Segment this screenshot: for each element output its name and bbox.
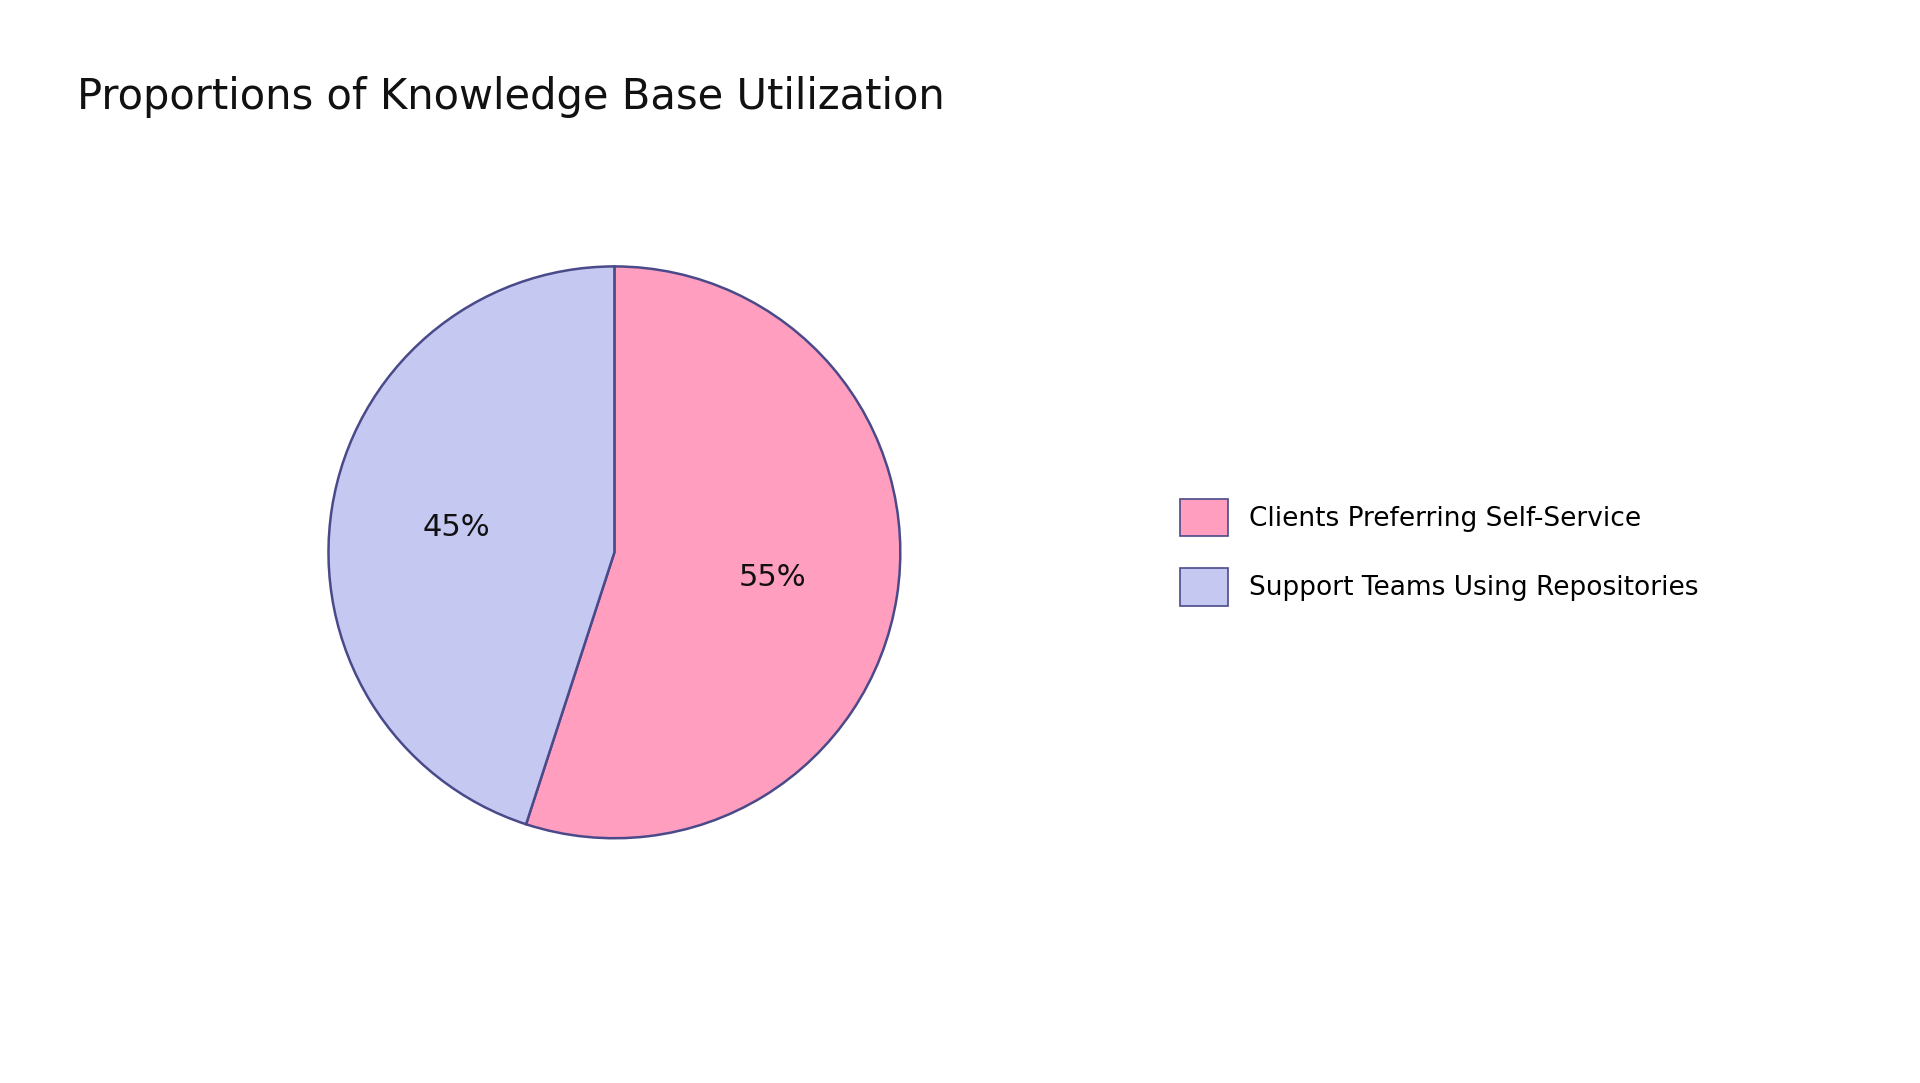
Wedge shape <box>328 266 614 824</box>
Text: 55%: 55% <box>739 563 806 592</box>
Text: Proportions of Knowledge Base Utilization: Proportions of Knowledge Base Utilizatio… <box>77 76 945 118</box>
Legend: Clients Preferring Self-Service, Support Teams Using Repositories: Clients Preferring Self-Service, Support… <box>1181 499 1699 605</box>
Text: 45%: 45% <box>422 512 490 542</box>
Wedge shape <box>526 266 900 838</box>
